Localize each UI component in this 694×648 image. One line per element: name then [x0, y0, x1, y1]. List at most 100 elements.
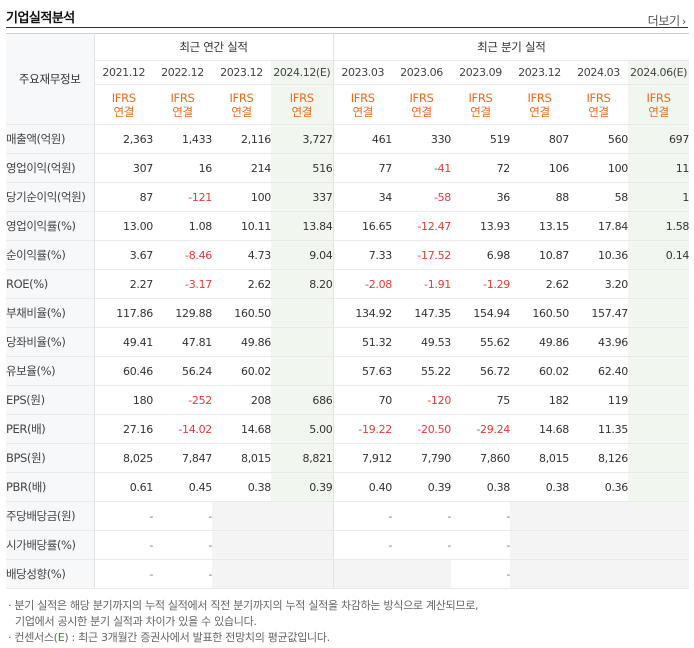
table-cell: 0.14	[628, 240, 689, 270]
table-row: BPS(원) 8,025 7,847 8,015 8,821 7,912 7,790 7,86…	[6, 443, 690, 473]
table-cell: 62.40	[569, 356, 628, 386]
row-header-label: 주요재무정보	[6, 33, 95, 125]
table-cell: 8,821	[271, 443, 334, 473]
table-row: 배당성향(%) - - -	[6, 559, 690, 589]
table-cell: 43.96	[569, 327, 628, 357]
table-cell	[628, 327, 690, 357]
table-cell: 10.87	[510, 240, 569, 270]
row-label: EPS(원)	[6, 385, 95, 415]
footnote-1-cont: 기업에서 공시한 분기 실적과 차이가 있을 수 있습니다.	[15, 615, 257, 628]
consolidated-label: 연결	[588, 104, 609, 119]
table-cell: 4.73	[212, 240, 271, 270]
table-cell: -20.50	[392, 414, 451, 444]
table-row: 당기순이익(억원) 87 -121 100 337 34 -58 36 88 58 1	[6, 182, 689, 212]
consensus-e-mark: E	[57, 631, 65, 644]
table-cell: 7,790	[392, 443, 451, 473]
table-cell: -2.08	[332, 269, 392, 299]
row-label: PER(배)	[6, 414, 95, 444]
consolidated-label: 연결	[231, 104, 252, 119]
table-cell: -	[153, 501, 212, 531]
table-cell: -	[94, 559, 153, 589]
ifrs-label: IFRS	[170, 90, 195, 105]
table-cell	[332, 559, 393, 589]
row-label: ROE(%)	[6, 269, 95, 299]
row-label: 당기순이익(억원)	[6, 182, 95, 212]
row-label: 영업이익률(%)	[6, 211, 95, 241]
table-cell: 10.11	[212, 211, 271, 241]
column-header-3: 2024.12(E)	[271, 60, 334, 85]
table-cell: 17.84	[569, 211, 628, 241]
table-row: 부채비율(%) 117.86 129.88 160.50 134.92 147.35 154…	[6, 298, 690, 328]
column-header-0: 2021.12	[94, 60, 153, 85]
table-cell: 75	[451, 385, 510, 415]
consolidated-label: 연결	[470, 104, 491, 119]
table-cell: -	[451, 559, 510, 589]
table-row: 주당배당금(원) - - - - -	[6, 501, 690, 531]
table-cell	[628, 472, 690, 502]
table-cell	[569, 559, 629, 589]
table-cell: 516	[271, 153, 334, 183]
table-cell: 51.32	[332, 327, 392, 357]
quarter-header: 최근 분기 실적	[332, 33, 690, 61]
section-title: 기업실적분석	[6, 11, 75, 26]
table-cell: 8.20	[271, 269, 334, 299]
table-cell	[628, 443, 690, 473]
table-cell	[510, 501, 570, 531]
table-cell: -	[451, 501, 510, 531]
ifrs-label: IFRS	[350, 90, 375, 105]
table-cell: 13.84	[271, 211, 334, 241]
table-cell: -3.17	[153, 269, 212, 299]
table-cell: 160.50	[212, 298, 271, 328]
consolidated-label: 연결	[113, 104, 135, 119]
more-link-label[interactable]: 더보기	[647, 14, 681, 28]
table-cell: 7,847	[153, 443, 212, 473]
table-cell: 0.45	[153, 472, 212, 502]
table-cell: 87	[94, 182, 153, 212]
table-cell: 0.39	[392, 472, 451, 502]
table-cell: -	[153, 530, 212, 560]
table-cell: 119	[569, 385, 628, 415]
table-cell: 13.00	[94, 211, 153, 241]
table-cell: 16	[153, 153, 212, 183]
ifrs-label: IFRS	[527, 90, 552, 105]
table-cell: 7.33	[332, 240, 392, 270]
table-cell: 2,363	[94, 124, 153, 154]
table-row: 당좌비율(%) 49.41 47.81 49.86 51.32 49.53 55.62 49.…	[6, 327, 690, 357]
ifrs-label: IFRS	[111, 90, 136, 105]
table-cell: 2.27	[94, 269, 153, 299]
table-cell: -1.91	[392, 269, 451, 299]
column-header-6: 2023.09	[451, 60, 511, 85]
footnote-1: · 분기 실적은 해당 분기까지의 누적 실적에서 직전 분기까지의 누적 실적…	[8, 599, 479, 612]
table-cell: 129.88	[153, 298, 212, 328]
table-cell: -14.02	[153, 414, 212, 444]
ifrs-badge-5: IFRS 연결	[392, 84, 452, 125]
table-cell: -121	[153, 182, 212, 212]
table-cell: 11.35	[569, 414, 628, 444]
table-row: PER(배) 27.16 -14.02 14.68 5.00 -19.22 -20.50 -2…	[6, 414, 690, 444]
table-cell: 27.16	[94, 414, 153, 444]
table-cell: -	[153, 559, 212, 589]
ifrs-label: IFRS	[229, 90, 254, 105]
row-label: 부채비율(%)	[6, 298, 95, 328]
ifrs-badge-2: IFRS 연결	[212, 84, 271, 125]
table-cell	[628, 501, 690, 531]
consolidated-label: 연결	[172, 104, 193, 119]
more-link[interactable]: 더보기 ›	[647, 12, 687, 29]
table-cell: 36	[451, 182, 510, 212]
row-label: 매출액(억원)	[6, 124, 95, 154]
table-cell: 8,025	[94, 443, 153, 473]
ifrs-label: IFRS	[646, 90, 671, 105]
table-cell: 330	[392, 124, 451, 154]
table-cell	[271, 501, 334, 531]
table-row: 영업이익률(%) 13.00 1.08 10.11 13.84 16.65 -12.47 13…	[6, 211, 689, 241]
column-header-9: 2024.06(E)	[628, 60, 690, 85]
table-row: 유보율(%) 60.46 56.24 60.02 57.63 55.22 56.72 60.0…	[6, 356, 690, 386]
ifrs-label: IFRS	[289, 90, 314, 105]
table-cell: 0.38	[510, 472, 569, 502]
table-row: ROE(%) 2.27 -3.17 2.62 8.20 -2.08 -1.91 -1.29 2.…	[6, 269, 690, 299]
table-cell: 100	[569, 153, 628, 183]
table-cell: -	[94, 530, 153, 560]
consolidated-label: 연결	[411, 104, 432, 119]
table-cell: -17.52	[392, 240, 451, 270]
table-cell	[271, 356, 334, 386]
